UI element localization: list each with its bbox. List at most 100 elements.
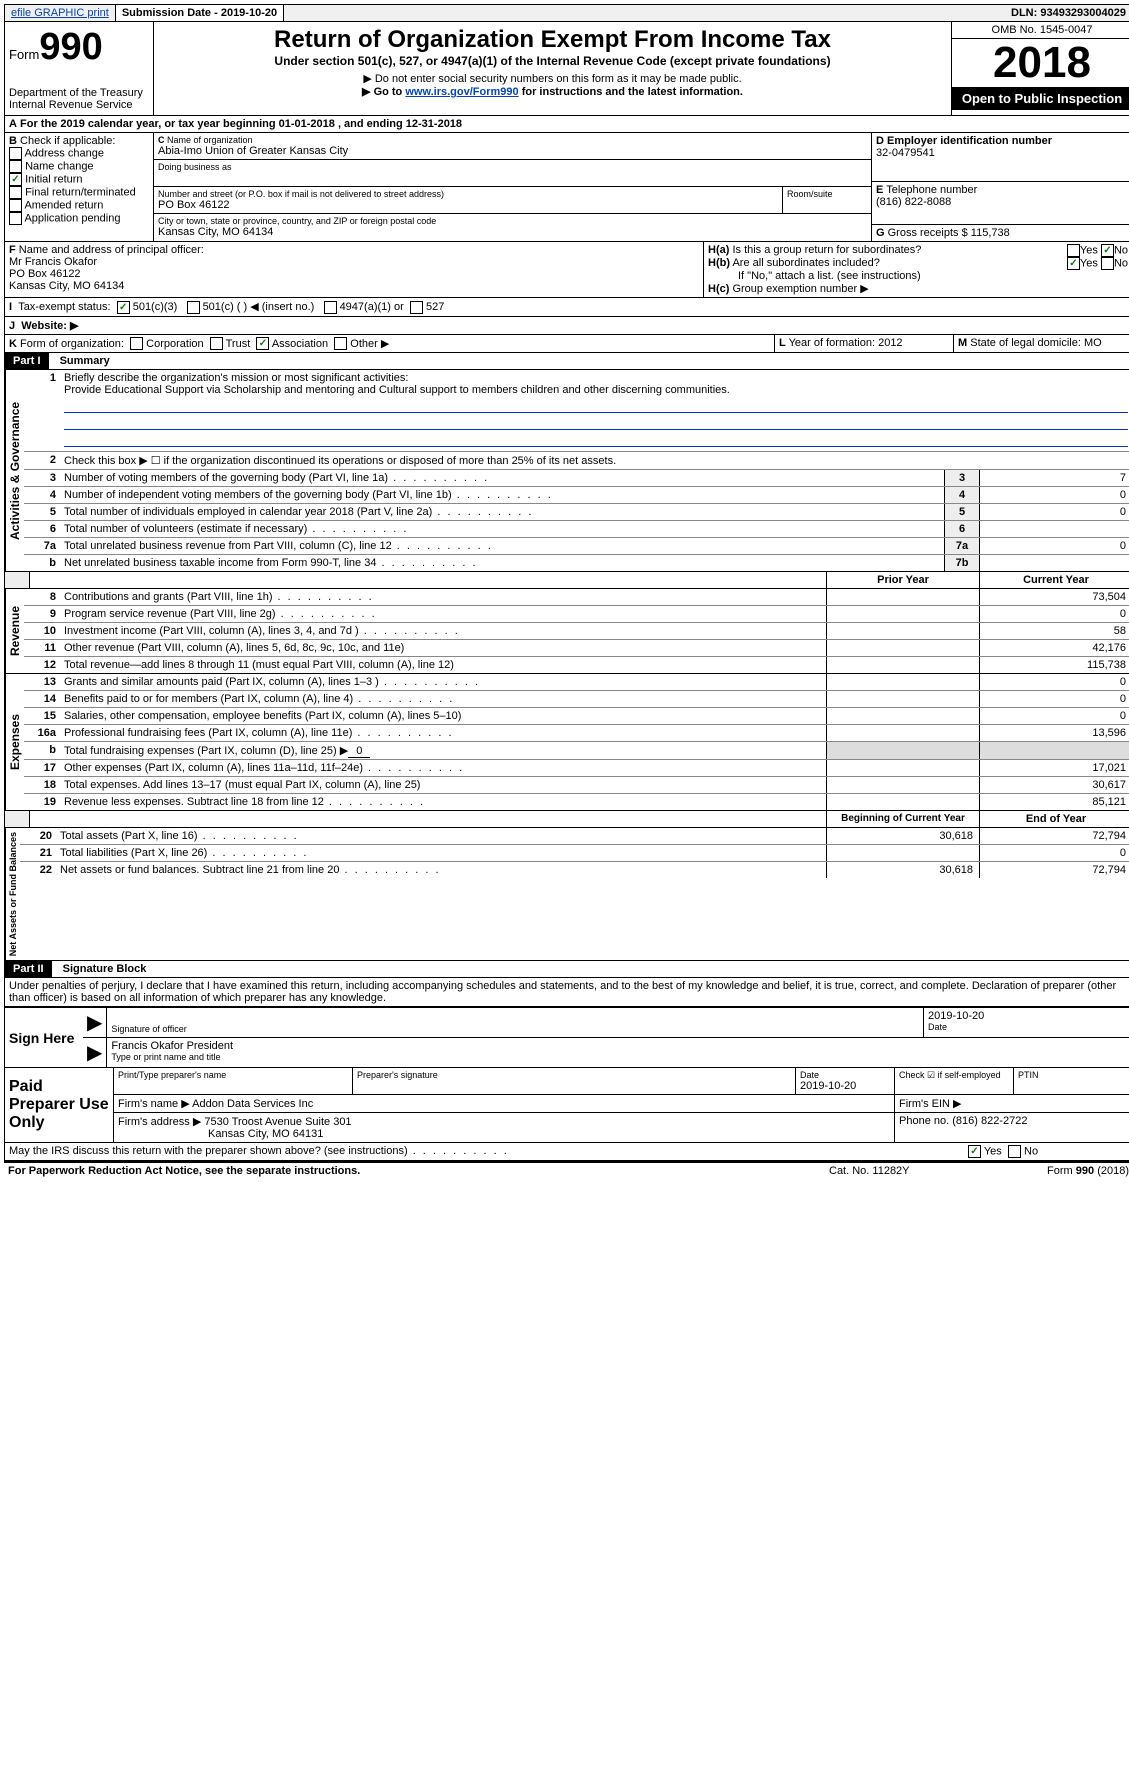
l5v: 0: [979, 504, 1129, 520]
form-label: Form: [9, 47, 39, 62]
chk-assoc[interactable]: [256, 337, 269, 350]
l22p: 30,618: [826, 862, 979, 878]
chk-527[interactable]: [410, 301, 423, 314]
m-label: State of legal domicile:: [970, 337, 1081, 349]
l8: Contributions and grants (Part VIII, lin…: [60, 589, 826, 605]
yes2: Yes: [1080, 257, 1098, 269]
l11: Other revenue (Part VIII, column (A), li…: [60, 640, 826, 656]
line-a: A For the 2019 calendar year, or tax yea…: [4, 116, 1129, 133]
officer-printed: Francis Okafor President: [111, 1040, 1128, 1052]
chk-app[interactable]: [9, 212, 22, 225]
ein-label: Employer identification number: [887, 135, 1052, 147]
chk-initial[interactable]: [9, 173, 22, 186]
prior-year: Prior Year: [826, 572, 979, 588]
l8c: 73,504: [979, 589, 1129, 605]
sig-officer-label: Signature of officer: [111, 1024, 919, 1034]
prep-name-label: Print/Type preparer's name: [118, 1070, 348, 1080]
l10: Investment income (Part VIII, column (A)…: [60, 623, 826, 639]
no: No: [1114, 244, 1128, 256]
entity-block: B Check if applicable: Address change Na…: [4, 133, 1129, 242]
l19c: 85,121: [979, 794, 1129, 810]
dba-label: Doing business as: [158, 162, 867, 172]
discuss-yes[interactable]: [968, 1145, 981, 1158]
discuss-row: May the IRS discuss this return with the…: [4, 1143, 1129, 1161]
c-name-label: Name of organization: [167, 135, 253, 145]
firm-addr2: Kansas City, MO 64131: [118, 1128, 323, 1140]
dln: DLN: 93493293004029: [1005, 5, 1129, 21]
chk-other[interactable]: [334, 337, 347, 350]
chk-amended[interactable]: [9, 199, 22, 212]
l20: Total assets (Part X, line 16): [56, 828, 826, 844]
note-ssn: ▶ Do not enter social security numbers o…: [162, 72, 943, 85]
hb-text: Are all subordinates included?: [732, 257, 879, 269]
chk-501c3[interactable]: [117, 301, 130, 314]
side-net: Net Assets or Fund Balances: [5, 828, 20, 960]
l15c: 0: [979, 708, 1129, 724]
b-amend: Amended return: [24, 199, 103, 211]
l16b-pre: Total fundraising expenses (Part IX, col…: [64, 745, 348, 757]
l7bv: [979, 555, 1129, 571]
cat-no: Cat. No. 11282Y: [829, 1165, 989, 1177]
l10c: 58: [979, 623, 1129, 639]
activities-governance: Activities & Governance 1 Briefly descri…: [4, 370, 1129, 572]
no2: No: [1114, 257, 1128, 269]
l16b-val: 0: [348, 745, 370, 758]
tax-year: 2018: [952, 39, 1129, 87]
domicile: MO: [1084, 337, 1102, 349]
chk-trust[interactable]: [210, 337, 223, 350]
prep-date: 2019-10-20: [800, 1080, 890, 1092]
l13c: 0: [979, 674, 1129, 690]
ha-yes[interactable]: [1067, 244, 1080, 257]
l7av: 0: [979, 538, 1129, 554]
part2-label: Part II: [5, 961, 52, 977]
l16a: Professional fundraising fees (Part IX, …: [60, 725, 826, 741]
chk-501c[interactable]: [187, 301, 200, 314]
l14: Benefits paid to or for members (Part IX…: [60, 691, 826, 707]
gross-receipts: 115,738: [971, 227, 1010, 239]
l20p: 30,618: [826, 828, 979, 844]
l12c: 115,738: [979, 657, 1129, 673]
firm-ein: Firm's EIN ▶: [895, 1095, 1129, 1113]
ein: 32-0479541: [876, 147, 1128, 159]
side-ag: Activities & Governance: [5, 370, 24, 571]
part1-label: Part I: [5, 353, 49, 369]
l9c: 0: [979, 606, 1129, 622]
l17: Other expenses (Part IX, column (A), lin…: [60, 760, 826, 776]
b-name: Name change: [25, 160, 94, 172]
current-year: Current Year: [979, 572, 1129, 588]
l4v: 0: [979, 487, 1129, 503]
chk-4947[interactable]: [324, 301, 337, 314]
efile-link[interactable]: efile GRAPHIC print: [11, 7, 109, 19]
chk-corp[interactable]: [130, 337, 143, 350]
i-c3: 501(c)(3): [133, 301, 178, 313]
phone: (816) 822-8088: [876, 196, 1128, 208]
pra-notice: For Paperwork Reduction Act Notice, see …: [8, 1165, 829, 1177]
part1-title: Summary: [52, 355, 110, 367]
b-label: Check if applicable:: [20, 135, 115, 147]
officer-city: Kansas City, MO 64134: [9, 280, 699, 292]
ha-no[interactable]: [1101, 244, 1114, 257]
prep-phone-label: Phone no.: [899, 1115, 949, 1127]
hb-no[interactable]: [1101, 257, 1114, 270]
l11c: 42,176: [979, 640, 1129, 656]
chk-name[interactable]: [9, 160, 22, 173]
hb-note: If "No," attach a list. (see instruction…: [708, 270, 1128, 282]
perjury: Under penalties of perjury, I declare th…: [4, 978, 1129, 1007]
part2-header: Part II Signature Block: [4, 961, 1129, 978]
discuss-text: May the IRS discuss this return with the…: [9, 1145, 408, 1157]
officer-name: Mr Francis Okafor: [9, 256, 699, 268]
ha-text: Is this a group return for subordinates?: [732, 244, 921, 256]
irs-link[interactable]: www.irs.gov/Form990: [405, 86, 518, 98]
l4: Number of independent voting members of …: [60, 487, 944, 503]
firm-addr-label: Firm's address ▶: [118, 1116, 201, 1128]
chk-address[interactable]: [9, 147, 22, 160]
chk-final[interactable]: [9, 186, 22, 199]
end-year: End of Year: [979, 811, 1129, 827]
side-exp: Expenses: [5, 674, 24, 810]
l13: Grants and similar amounts paid (Part IX…: [60, 674, 826, 690]
part1-header: Part I Summary: [4, 353, 1129, 370]
form-990: 990: [39, 26, 102, 68]
hb-yes[interactable]: [1067, 257, 1080, 270]
l18: Total expenses. Add lines 13–17 (must eq…: [60, 777, 826, 793]
discuss-no[interactable]: [1008, 1145, 1021, 1158]
